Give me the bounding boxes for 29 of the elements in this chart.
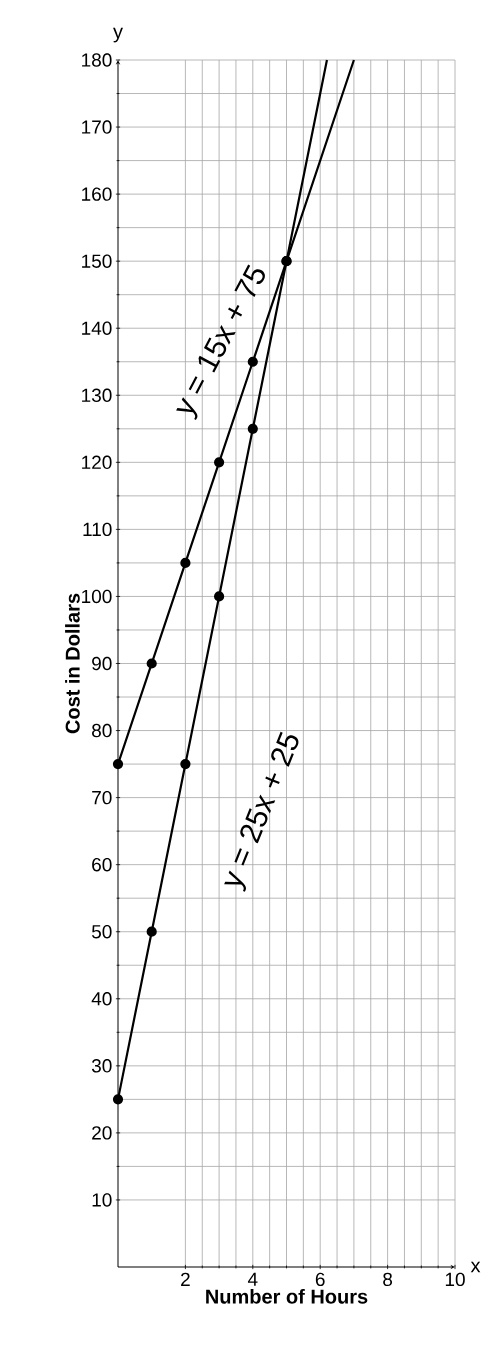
text: x [470, 1261, 481, 1273]
y-tick-label: 120 [82, 455, 112, 470]
y-tick-label: 170 [82, 120, 112, 134]
y-tick-label: 160 [82, 187, 112, 201]
x-tick-label: 8 [383, 1272, 393, 1287]
y-tick-label: 60 [92, 857, 112, 872]
y-axis-title: Cost in Dollars [65, 593, 80, 734]
x-axis-title: Number of Hours [206, 1288, 368, 1304]
annotation: y = 25x + 25 [224, 731, 299, 892]
x-tick-label: 10 [445, 1272, 465, 1287]
y-tick-label: 80 [92, 723, 112, 738]
y-tick-label: 150 [82, 254, 112, 268]
y-tick-label: 30 [91, 1059, 112, 1073]
x-tick-label: 4 [247, 1272, 258, 1286]
y-tick-label: 140 [82, 321, 112, 335]
y-tick-label: 40 [91, 992, 112, 1006]
x-tick-label: 2 [181, 1272, 190, 1286]
annotation: y = 15x + 75 [176, 264, 265, 420]
text: y [113, 27, 123, 43]
y-tick-label: 90 [92, 656, 112, 671]
y-tick-label: 50 [91, 924, 112, 939]
y-tick-label: 180 [82, 53, 112, 67]
x-tick-label: 6 [315, 1272, 325, 1287]
y-tick-label: 10 [92, 1193, 112, 1207]
y-tick-label: 110 [83, 522, 112, 537]
y-tick-label: 130 [82, 388, 112, 403]
y-tick-label: 20 [92, 1126, 112, 1140]
y-tick-label: 100 [82, 589, 112, 604]
y-tick-label: 70 [92, 790, 112, 805]
